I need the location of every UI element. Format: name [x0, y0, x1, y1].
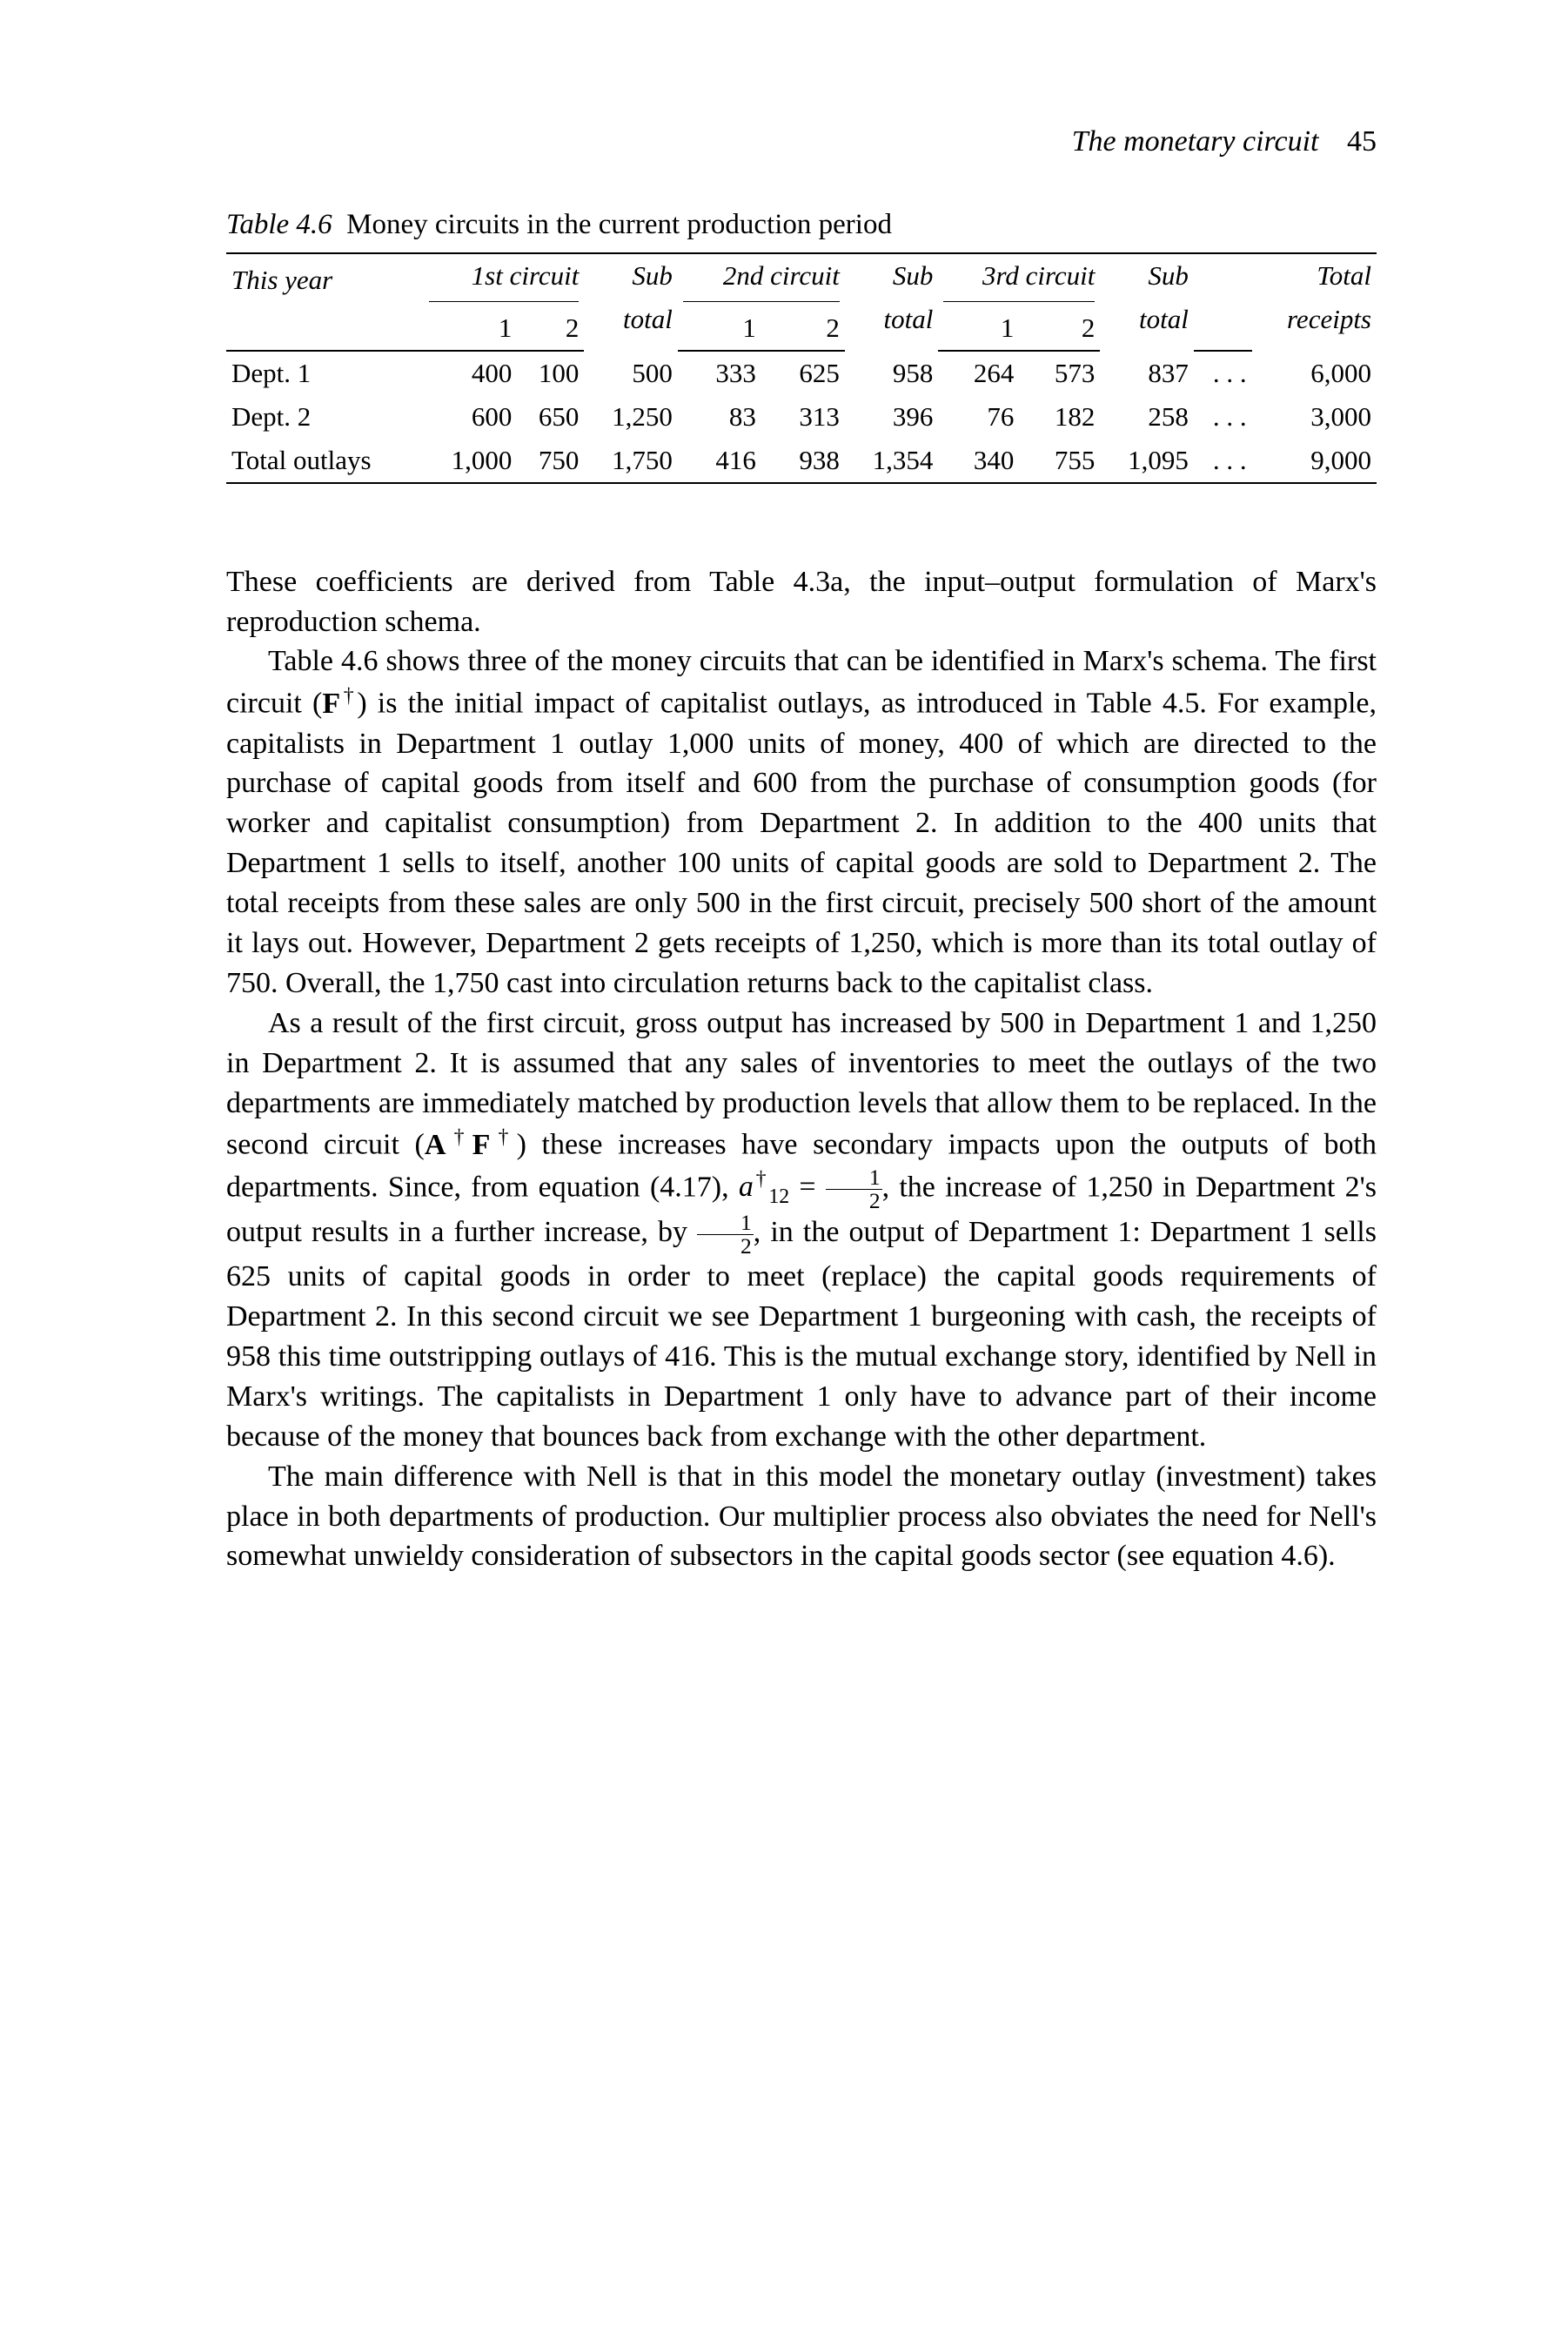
- cell: 76: [938, 395, 1019, 439]
- cell: 313: [761, 395, 845, 439]
- math-dagger: †: [340, 684, 357, 707]
- text: ) is the initial impact of capitalist ou…: [226, 688, 1377, 999]
- paragraph: Table 4.6 shows three of the money circu…: [226, 641, 1377, 1003]
- rule-1st-circuit: [429, 301, 579, 303]
- cell: 573: [1019, 351, 1100, 395]
- col-total-bot: receipts: [1252, 298, 1377, 351]
- frac-num: 1: [697, 1212, 754, 1235]
- cell: 958: [845, 351, 939, 395]
- text: , in the output of Department 1: Departm…: [226, 1216, 1377, 1453]
- math-F: F: [322, 688, 340, 720]
- cell: 182: [1019, 395, 1100, 439]
- cell: 650: [517, 395, 584, 439]
- text: The main difference with Nell is that in…: [226, 1460, 1377, 1573]
- math-F: F: [472, 1129, 491, 1161]
- cell: 340: [938, 439, 1019, 483]
- math-subscript: 12: [768, 1185, 789, 1208]
- col-1a: 1: [424, 306, 518, 351]
- col-2a: 1: [678, 306, 761, 351]
- cell: 1,354: [845, 439, 939, 483]
- rule-2nd-circuit: [683, 301, 840, 303]
- running-head: The monetary circuit 45: [226, 122, 1377, 162]
- cell: 750: [517, 439, 584, 483]
- cell: 1,095: [1100, 439, 1194, 483]
- cell: 600: [424, 395, 518, 439]
- paragraph: As a result of the first circuit, gross …: [226, 1004, 1377, 1457]
- body-text: These coefficients are derived from Tabl…: [226, 562, 1377, 1577]
- col-3b: 2: [1019, 306, 1100, 351]
- cell: 3,000: [1252, 395, 1377, 439]
- cell: 333: [678, 351, 761, 395]
- col-ellipsis-head: [1194, 253, 1252, 298]
- rule-3rd-circuit: [943, 301, 1095, 303]
- col-this-year: This year: [226, 253, 424, 306]
- math-eq: =: [789, 1171, 826, 1203]
- row-label: Total outlays: [226, 439, 424, 483]
- col-sub-2-top: Sub: [845, 253, 939, 298]
- col-1st-circuit: 1st circuit: [424, 253, 584, 298]
- col-sub-3-top: Sub: [1100, 253, 1194, 298]
- cell: 938: [761, 439, 845, 483]
- table-caption-text: Money circuits in the current production…: [346, 209, 892, 240]
- row-label: Dept. 1: [226, 351, 424, 395]
- paragraph: These coefficients are derived from Tabl…: [226, 562, 1377, 642]
- col-2b: 2: [761, 306, 845, 351]
- table-caption: Table 4.6 Money circuits in the current …: [226, 205, 1377, 245]
- cell: 258: [1100, 395, 1194, 439]
- col-1b: 2: [517, 306, 584, 351]
- col-sub-1-top: Sub: [584, 253, 678, 298]
- cell: 400: [424, 351, 518, 395]
- cell: 6,000: [1252, 351, 1377, 395]
- cell: 416: [678, 439, 761, 483]
- col-3rd-circuit: 3rd circuit: [938, 253, 1100, 298]
- math-dagger: †: [446, 1125, 472, 1148]
- cell-ellipsis: . . .: [1194, 439, 1252, 483]
- cell: 100: [517, 351, 584, 395]
- math-dagger: †: [490, 1125, 516, 1148]
- running-title: The monetary circuit: [1072, 125, 1319, 158]
- cell: 1,750: [584, 439, 678, 483]
- money-circuits-table: This year 1st circuit Sub 2nd circuit Su…: [226, 252, 1377, 483]
- paragraph: The main difference with Nell is that in…: [226, 1457, 1377, 1577]
- cell: 837: [1100, 351, 1194, 395]
- frac-den: 2: [826, 1190, 882, 1212]
- cell-ellipsis: . . .: [1194, 351, 1252, 395]
- cell: 9,000: [1252, 439, 1377, 483]
- cell: 264: [938, 351, 1019, 395]
- cell: 396: [845, 395, 939, 439]
- cell: 1,000: [424, 439, 518, 483]
- col-3a: 1: [938, 306, 1019, 351]
- frac-den: 2: [697, 1235, 754, 1258]
- math-a: a: [739, 1171, 754, 1203]
- text: These coefficients are derived from Tabl…: [226, 566, 1377, 638]
- col-sub-1-bot: total: [584, 298, 678, 351]
- cell: 83: [678, 395, 761, 439]
- col-2nd-circuit: 2nd circuit: [678, 253, 845, 298]
- cell-ellipsis: . . .: [1194, 395, 1252, 439]
- cell: 755: [1019, 439, 1100, 483]
- col-total-top: Total: [1252, 253, 1377, 298]
- table-caption-lead: Table 4.6: [226, 209, 332, 240]
- row-label: Dept. 2: [226, 395, 424, 439]
- frac-num: 1: [826, 1166, 882, 1190]
- math-A: A: [425, 1129, 446, 1161]
- page-number: 45: [1347, 125, 1377, 158]
- col-sub-3-bot: total: [1100, 298, 1194, 351]
- col-sub-2-bot: total: [845, 298, 939, 351]
- cell: 500: [584, 351, 678, 395]
- cell: 625: [761, 351, 845, 395]
- math-dagger: †: [754, 1168, 768, 1191]
- cell: 1,250: [584, 395, 678, 439]
